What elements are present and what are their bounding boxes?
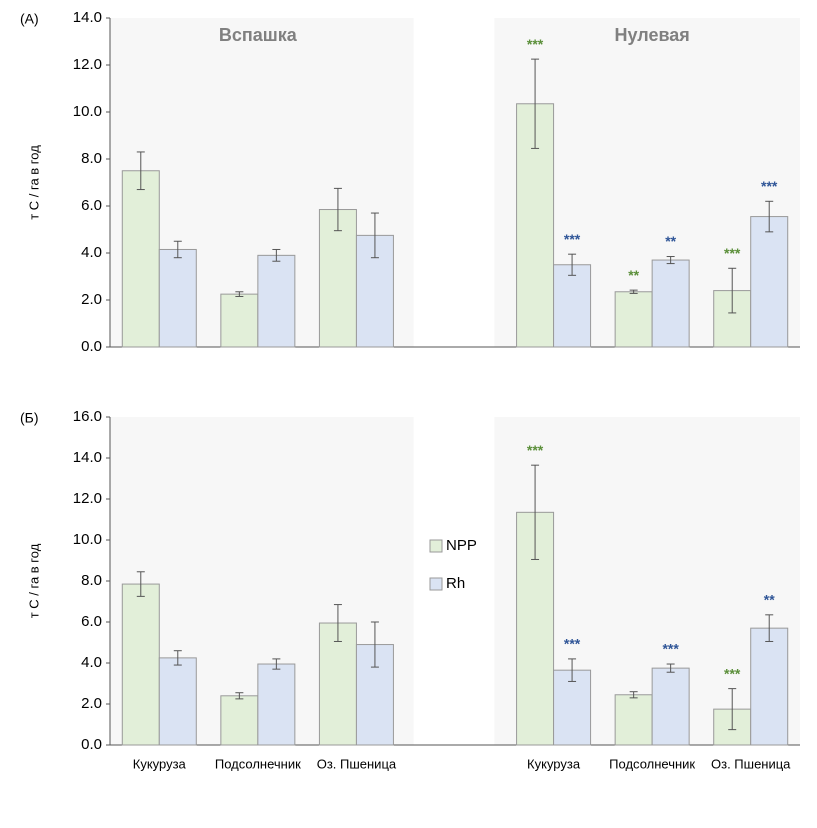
legend-swatch bbox=[429, 539, 443, 553]
legend-swatch bbox=[429, 577, 443, 591]
bar bbox=[318, 209, 357, 348]
bar bbox=[158, 657, 197, 746]
y-tick-label: 10.0 bbox=[73, 531, 102, 548]
bar bbox=[651, 259, 690, 348]
significance-label: *** bbox=[564, 636, 581, 652]
y-tick-label: 12.0 bbox=[73, 490, 102, 507]
y-tick-label: 2.0 bbox=[81, 291, 102, 308]
y-tick-label: 6.0 bbox=[81, 613, 102, 630]
bar bbox=[220, 695, 259, 746]
y-tick-label: 12.0 bbox=[73, 56, 102, 73]
panel-label: (Б) bbox=[20, 410, 39, 426]
significance-label: *** bbox=[761, 178, 778, 194]
legend-label: Rh bbox=[446, 575, 465, 592]
bar bbox=[121, 170, 160, 348]
bar bbox=[553, 669, 592, 746]
y-tick-label: 4.0 bbox=[81, 654, 102, 671]
y-tick-label: 8.0 bbox=[81, 572, 102, 589]
x-tick-label: Кукуруза bbox=[133, 756, 187, 771]
significance-label: ** bbox=[665, 233, 676, 249]
significance-label: *** bbox=[724, 245, 741, 261]
bar bbox=[158, 248, 197, 348]
bar bbox=[220, 293, 259, 348]
y-axis-label: т С / га в год bbox=[26, 543, 41, 618]
bar bbox=[614, 291, 653, 348]
y-tick-label: 8.0 bbox=[81, 150, 102, 167]
significance-label: *** bbox=[527, 442, 544, 458]
y-tick-label: 10.0 bbox=[73, 103, 102, 120]
y-tick-label: 0.0 bbox=[81, 736, 102, 753]
y-tick-label: 2.0 bbox=[81, 695, 102, 712]
bar bbox=[651, 667, 690, 746]
bar bbox=[750, 627, 789, 746]
significance-label: *** bbox=[527, 36, 544, 52]
x-tick-label: Подсолнечник bbox=[215, 756, 301, 771]
x-tick-label: Оз. Пшеница bbox=[317, 756, 397, 771]
bar bbox=[614, 694, 653, 746]
bar bbox=[750, 216, 789, 348]
y-tick-label: 14.0 bbox=[73, 9, 102, 26]
bar bbox=[121, 583, 160, 746]
significance-label: *** bbox=[662, 641, 679, 657]
x-tick-label: Кукуруза bbox=[527, 756, 581, 771]
y-tick-label: 16.0 bbox=[73, 408, 102, 425]
panel-label: (А) bbox=[20, 11, 39, 27]
x-tick-label: Оз. Пшеница bbox=[711, 756, 791, 771]
bar bbox=[257, 254, 296, 348]
significance-label: *** bbox=[724, 665, 741, 681]
y-tick-label: 14.0 bbox=[73, 449, 102, 466]
significance-label: *** bbox=[564, 231, 581, 247]
section-label: Вспашка bbox=[219, 25, 298, 45]
significance-label: ** bbox=[628, 267, 639, 283]
x-tick-label: Подсолнечник bbox=[609, 756, 695, 771]
y-axis-label: т С / га в год bbox=[26, 145, 41, 220]
bar bbox=[553, 264, 592, 348]
significance-label: ** bbox=[764, 592, 775, 608]
section-label: Нулевая bbox=[614, 25, 689, 45]
legend-label: NPP bbox=[446, 537, 477, 554]
bar bbox=[318, 622, 357, 746]
y-tick-label: 6.0 bbox=[81, 197, 102, 214]
y-tick-label: 0.0 bbox=[81, 338, 102, 355]
bar bbox=[257, 663, 296, 746]
y-tick-label: 4.0 bbox=[81, 244, 102, 261]
